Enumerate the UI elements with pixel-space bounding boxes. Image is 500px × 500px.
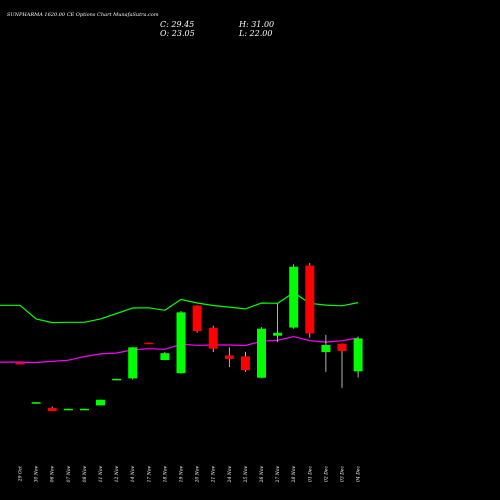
- x-tick-label: 28 Nov: [291, 466, 297, 484]
- x-tick-label: 02 Dec: [323, 466, 329, 482]
- candle-body: [79, 408, 89, 411]
- candle-body: [192, 305, 202, 332]
- x-tick-label: 11 Nov: [98, 466, 104, 483]
- x-tick-label: 01 Dec: [307, 466, 313, 482]
- candle-body: [96, 399, 105, 406]
- x-tick-label: 17 Nov: [146, 466, 152, 483]
- x-tick-label: 14 Nov: [130, 466, 136, 483]
- candle-29-oct: [15, 362, 25, 365]
- candle-24-nov: [224, 347, 234, 368]
- candle-body: [144, 342, 154, 345]
- candle-21-nov: [208, 325, 218, 353]
- candle-body: [128, 347, 138, 379]
- candle-08-nov: [79, 408, 89, 411]
- x-tick-label: 04 Dec: [356, 466, 362, 482]
- candle-14-nov: [128, 347, 138, 380]
- candle-body: [240, 356, 250, 371]
- chart-title: SUNPHARMA 1620.00 CE Options Chart Munaf…: [7, 12, 159, 18]
- open-value: O: 23.05: [160, 29, 195, 38]
- candles: [15, 263, 363, 412]
- candle-body: [321, 345, 331, 353]
- x-tick-label: 07 Nov: [66, 466, 72, 483]
- candle-body: [305, 265, 315, 334]
- x-tick-label: 03 Dec: [340, 466, 346, 482]
- x-tick-label: 19 Nov: [179, 466, 185, 483]
- x-tick-label: 21 Nov: [211, 466, 217, 484]
- close-value: C: 29.45: [160, 20, 195, 29]
- indicator-line-1: [0, 291, 359, 324]
- candle-body: [289, 266, 299, 328]
- x-tick-label: 25 Nov: [243, 466, 249, 484]
- candle-body: [208, 327, 218, 349]
- low-value: L: 22.00: [239, 29, 273, 38]
- candle-01-dec: [305, 263, 315, 338]
- candle-body: [15, 362, 25, 365]
- candle-body: [47, 407, 57, 412]
- candle-body: [112, 378, 122, 381]
- candle-11-nov: [96, 399, 105, 406]
- candle-06-nov: [47, 406, 57, 412]
- candle-27-nov: [273, 303, 283, 343]
- candle-17-nov: [144, 342, 154, 345]
- candle-02-dec: [321, 334, 331, 372]
- x-tick-label: 06 Nov: [50, 466, 56, 483]
- candle-30-nov: [31, 402, 41, 404]
- candle-18-nov: [160, 351, 170, 361]
- x-tick-label: 26 Nov: [259, 466, 265, 484]
- x-tick-label: 30 Nov: [34, 466, 40, 483]
- x-tick-label: 12 Nov: [114, 466, 120, 483]
- candle-body: [273, 332, 283, 336]
- high-value: H: 31.00: [239, 20, 275, 29]
- candle-body: [176, 312, 186, 374]
- x-tick-label: 27 Nov: [275, 466, 281, 484]
- candle-25-nov: [240, 351, 250, 372]
- x-tick-label: 18 Nov: [162, 466, 168, 483]
- candle-body: [63, 408, 73, 411]
- candle-body: [160, 353, 170, 361]
- candle-body: [257, 328, 266, 378]
- x-tick-label: 20 Nov: [195, 466, 201, 484]
- candle-body: [31, 402, 41, 404]
- x-axis-ticks: 29 Oct 30 Nov 06 Nov 07 Nov 08 Nov 11 Nov 12 N…: [18, 466, 362, 484]
- x-tick-label: 24 Nov: [227, 466, 233, 484]
- candle-body: [353, 338, 363, 372]
- candle-04-dec: [353, 336, 363, 378]
- candle-19-nov: [176, 310, 186, 374]
- candle-28-nov: [289, 264, 299, 329]
- candle-20-nov: [192, 305, 202, 333]
- candle-12-nov: [112, 378, 122, 381]
- x-tick-label: 29 Oct: [18, 466, 24, 482]
- candle-body: [337, 343, 347, 351]
- candle-body: [224, 355, 234, 359]
- candle-07-nov: [63, 408, 73, 411]
- candle-26-nov: [257, 327, 266, 378]
- x-tick-label: 08 Nov: [82, 466, 88, 483]
- candle-03-dec: [337, 343, 347, 388]
